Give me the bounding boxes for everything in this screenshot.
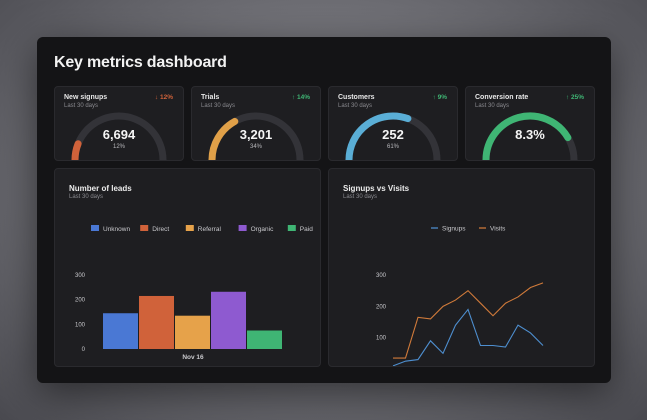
y-tick-label: 300 — [376, 273, 387, 279]
legend-swatch — [238, 225, 247, 231]
series-line-signups[interactable] — [392, 308, 544, 366]
y-tick-label: 200 — [376, 304, 387, 310]
series-line-visits[interactable] — [393, 282, 544, 359]
legend-label: Paid — [300, 226, 313, 233]
kpi-value: 3,201 — [239, 127, 273, 142]
legend-swatch — [140, 225, 149, 231]
panel-title: Signups vs Visits — [343, 184, 410, 193]
bar-unknown[interactable] — [103, 313, 138, 349]
kpi-change-badge: ↑ 25% — [565, 94, 584, 101]
y-tick-label: 300 — [75, 273, 86, 279]
legend-swatch — [91, 225, 99, 231]
signups-visits-panel: Signups vs Visits Last 30 days Signups Vi… — [328, 168, 595, 367]
kpi-period: Last 30 days — [201, 103, 236, 109]
legend-label: Organic — [251, 226, 275, 233]
panel-title: Number of leads — [69, 184, 132, 193]
kpi-label: New signups — [64, 94, 108, 101]
gauge-conversion-rate — [482, 112, 578, 160]
kpi-card-customers[interactable]: Customers Last 30 days ↑ 9% 252 61% — [328, 86, 458, 161]
legend-swatch — [185, 225, 194, 231]
legend-swatch — [287, 225, 296, 231]
legend-label: Visits — [490, 226, 506, 233]
kpi-card-new-signups[interactable]: New signups Last 30 days ↓ 12% 6,694 12% — [54, 86, 184, 161]
gauge-new-signups — [71, 112, 167, 160]
kpi-label: Customers — [338, 94, 375, 101]
panel-period: Last 30 days — [69, 194, 104, 200]
kpi-label: Trials — [201, 94, 220, 101]
signups-visits-line-chart: SignupsVisits0100200300Oct 17Oct 22Oct 2… — [376, 226, 544, 366]
legend-label: Direct — [152, 226, 169, 233]
kpi-percent: 61% — [386, 144, 399, 150]
gauge-fill — [208, 117, 239, 160]
kpi-card-trials[interactable]: Trials Last 30 days ↑ 14% 3,201 34% — [191, 86, 321, 161]
kpi-change-badge: ↑ 14% — [291, 94, 310, 101]
kpi-label: Conversion rate — [475, 94, 529, 101]
gauge-fill — [71, 140, 82, 160]
gauge-customers — [345, 112, 441, 160]
kpi-period: Last 30 days — [475, 103, 510, 109]
gauge-fill — [482, 112, 572, 160]
x-tick-label: Nov 16 — [182, 354, 204, 361]
kpi-value: 252 — [382, 127, 404, 142]
bar-paid[interactable] — [247, 330, 282, 350]
bar-direct[interactable] — [139, 295, 174, 349]
kpi-period: Last 30 days — [64, 103, 99, 109]
gauge-trials — [208, 112, 304, 160]
y-tick-label: 200 — [75, 298, 86, 304]
legend-label: Referral — [198, 226, 222, 233]
kpi-percent: 34% — [249, 144, 262, 150]
y-tick-label: 100 — [376, 336, 387, 342]
y-tick-label: 100 — [75, 322, 86, 328]
gauge-fill — [345, 112, 412, 160]
kpi-change-badge: ↓ 12% — [154, 94, 173, 101]
kpi-value: 8.3% — [515, 127, 545, 142]
bar-referral[interactable] — [175, 315, 210, 349]
y-tick-label: 0 — [82, 347, 86, 353]
legend-label: Signups — [442, 226, 466, 233]
leads-bar-chart: Unknown Direct Referral Organic Paid 0 100 200 3… — [75, 225, 313, 361]
panel-period: Last 30 days — [343, 194, 378, 200]
kpi-percent: 12% — [112, 144, 125, 150]
kpi-change-badge: ↑ 9% — [432, 94, 447, 101]
leads-chart-panel: Number of leads Last 30 days Unknown Dire… — [54, 168, 321, 367]
kpi-value: 6,694 — [102, 127, 136, 142]
kpi-card-conversion-rate[interactable]: Conversion rate Last 30 days ↑ 25% 8.3% — [465, 86, 595, 161]
page-title: Key metrics dashboard — [54, 54, 227, 71]
dashboard-window: Key metrics dashboard New signups Last 3… — [37, 37, 611, 383]
legend-label: Unknown — [103, 226, 130, 233]
kpi-period: Last 30 days — [338, 103, 373, 109]
bar-organic[interactable] — [211, 291, 246, 349]
